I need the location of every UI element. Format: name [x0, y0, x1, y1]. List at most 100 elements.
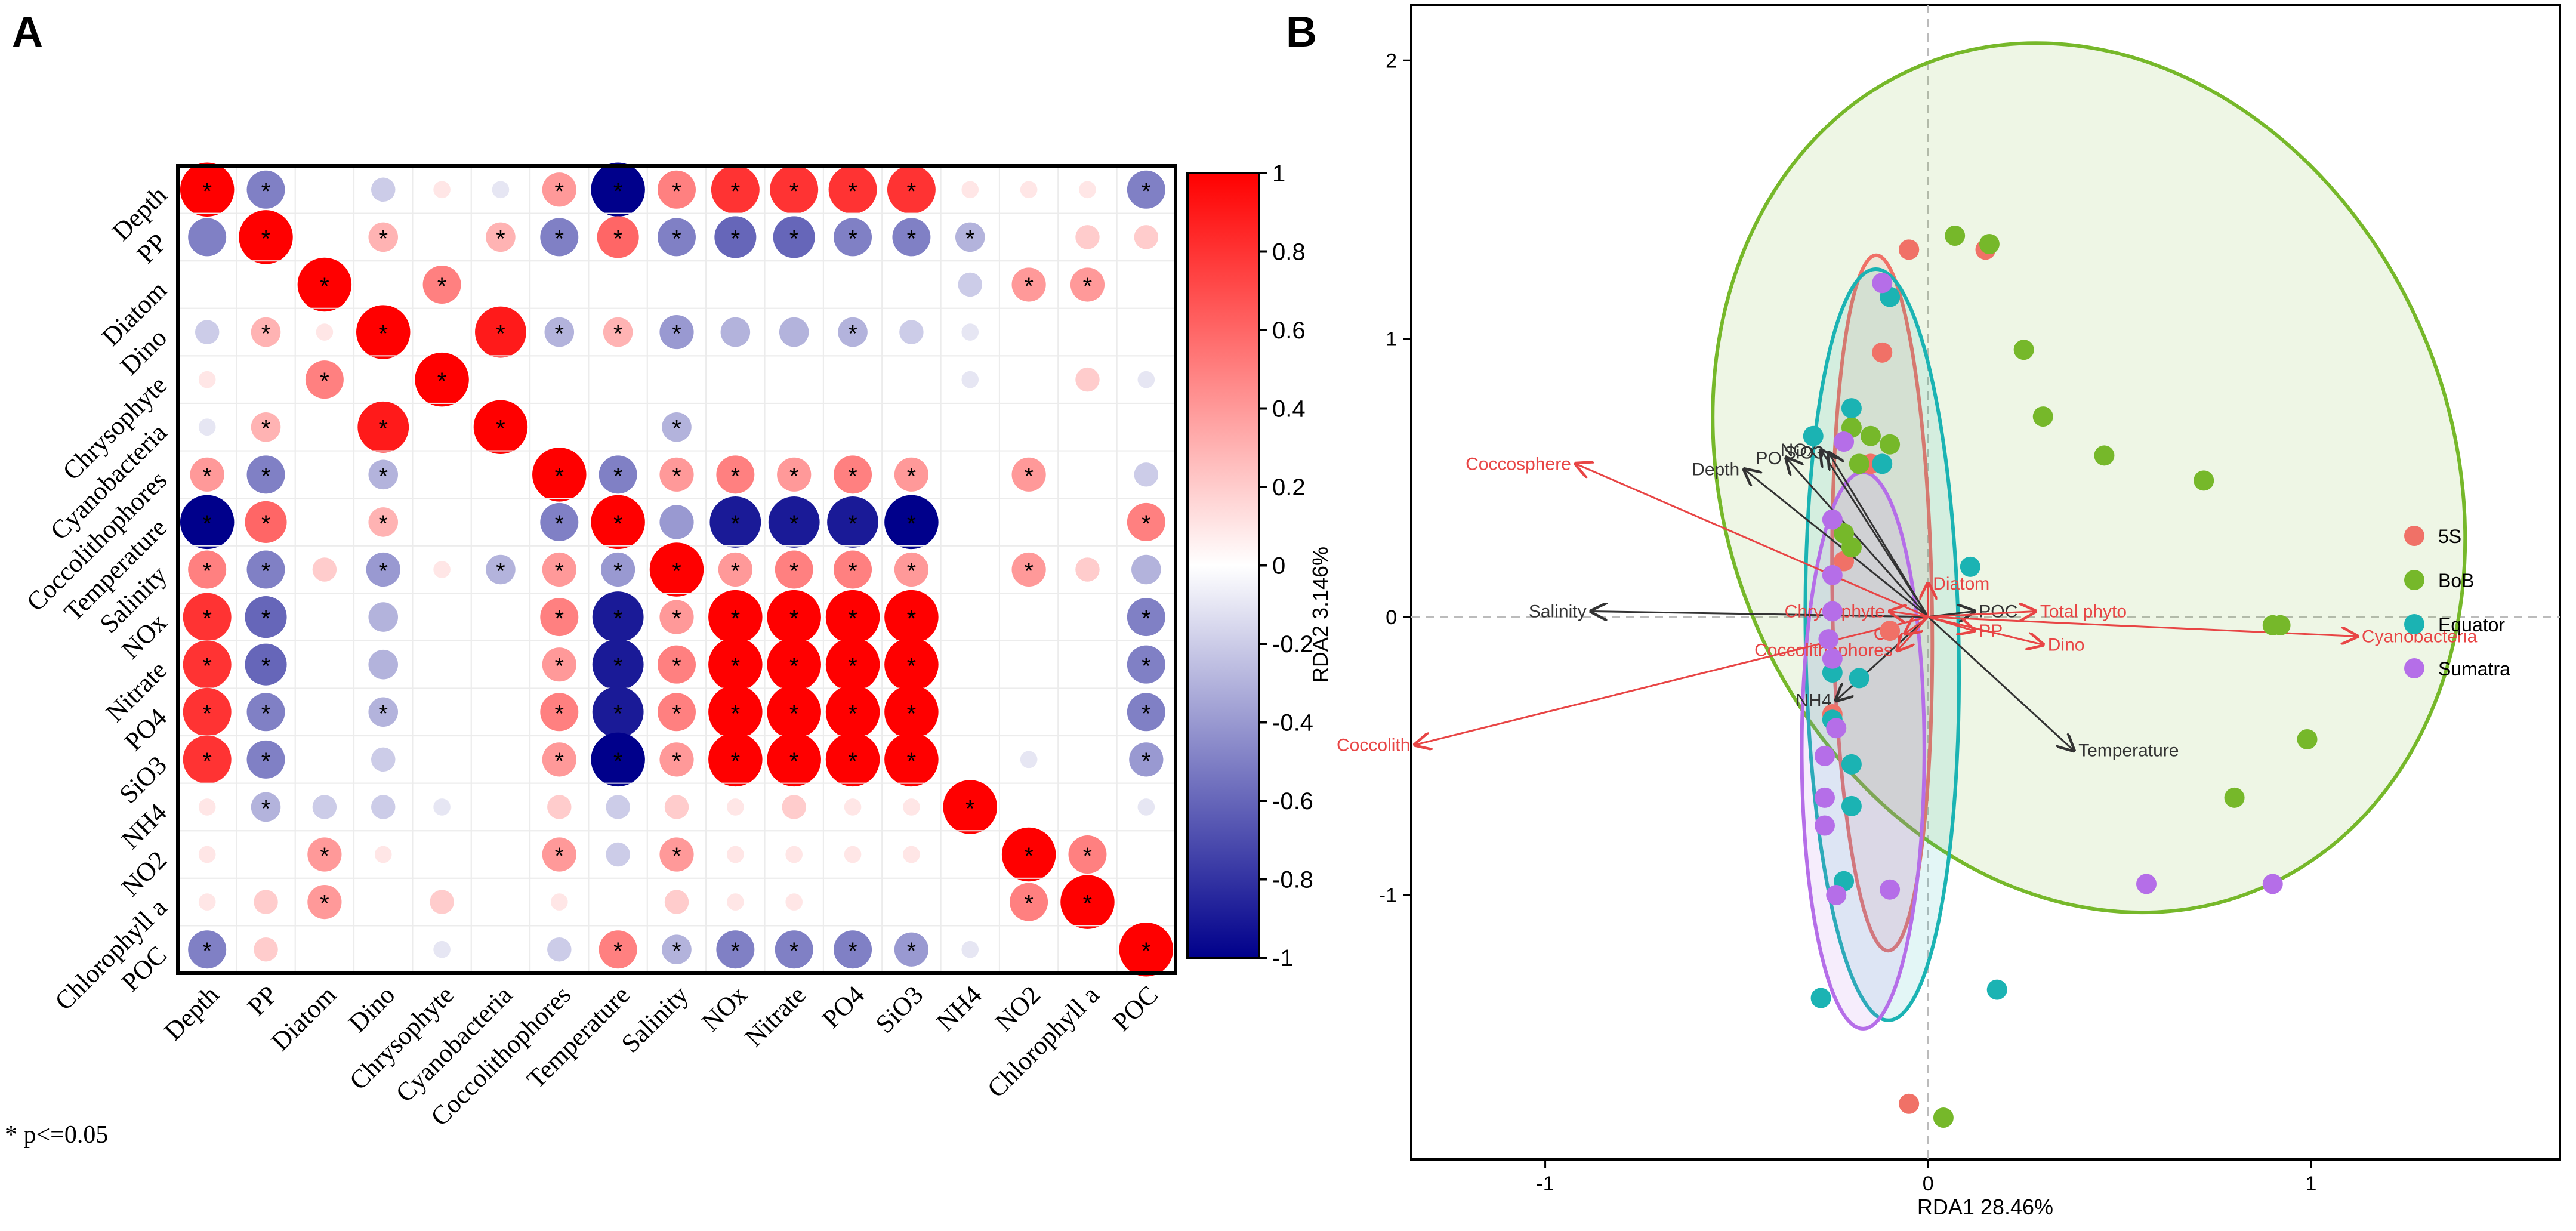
significance-star: * [496, 416, 505, 442]
correlation-circle [1127, 170, 1165, 209]
sample-point [1822, 601, 1843, 622]
colorbar-tick-label: 1 [1272, 161, 1285, 187]
correlation-circle [433, 940, 451, 958]
sample-point [1849, 668, 1869, 689]
correlation-circle [658, 693, 696, 732]
correlation-circle [825, 590, 880, 644]
heatmap-row-label: SiO3 [113, 750, 172, 809]
correlation-circle [496, 851, 504, 859]
correlation-circle [312, 795, 337, 819]
correlation-circle [438, 233, 446, 241]
correlation-circle [908, 423, 915, 431]
correlation-circle [649, 542, 704, 597]
significance-star: * [731, 748, 741, 775]
significance-star: * [613, 748, 623, 775]
sample-point [1841, 754, 1862, 775]
correlation-circle [903, 846, 920, 863]
significance-star: * [1083, 891, 1093, 917]
sample-point [1945, 226, 1966, 246]
correlation-circle [908, 376, 915, 384]
correlation-circle [599, 455, 637, 494]
correlation-circle [183, 687, 232, 736]
correlation-circle [1084, 661, 1091, 668]
significance-star: * [378, 463, 388, 489]
significance-star: * [613, 226, 623, 252]
correlation-circle [1025, 423, 1033, 431]
significance-star: * [320, 273, 329, 300]
significance-star: * [789, 606, 799, 632]
correlation-circle [884, 590, 939, 644]
correlation-circle [251, 317, 281, 347]
correlation-circle [496, 376, 504, 384]
correlation-circle [1010, 883, 1048, 921]
sample-point [1815, 745, 1835, 766]
significance-star: * [613, 938, 623, 964]
correlation-circle [438, 613, 446, 621]
correlation-circle [356, 305, 411, 359]
significance-star: * [848, 178, 857, 205]
correlation-circle [246, 170, 285, 209]
correlation-circle [599, 930, 637, 969]
significance-star: * [789, 938, 799, 964]
correlation-circle [828, 165, 877, 214]
correlation-circle [732, 280, 739, 288]
correlation-circle [374, 846, 392, 863]
correlation-circle [433, 561, 451, 578]
sample-point [2297, 729, 2318, 749]
significance-star: * [613, 321, 623, 347]
correlation-circle [320, 471, 328, 479]
correlation-circle [438, 755, 446, 763]
sample-point [1899, 239, 1920, 260]
significance-star: * [261, 701, 271, 727]
correlation-circle [768, 496, 820, 548]
colorbar-tick-label: -0.8 [1272, 867, 1313, 893]
environment-arrow [1828, 453, 1929, 618]
sample-point [1822, 662, 1843, 683]
correlation-circle [775, 930, 813, 969]
environment-arrow-label: PO [1756, 449, 1781, 468]
correlation-circle [659, 742, 694, 777]
significance-star: * [261, 463, 271, 489]
significance-star: * [261, 178, 271, 205]
correlation-circle [727, 798, 744, 816]
legend-label: Equator [2438, 614, 2505, 635]
correlation-circle [556, 280, 563, 288]
legend-label: 5S [2438, 526, 2461, 547]
significance-footnote: * p<=0.05 [5, 1121, 108, 1149]
heatmap-row-labels: DepthPPDiatomDinoChrysophyteCyanobacteri… [21, 180, 172, 1016]
correlation-circle [966, 898, 974, 906]
correlation-circle [542, 552, 576, 587]
heatmap-col-label: POC [1107, 980, 1164, 1036]
correlation-circle [438, 471, 446, 479]
sample-point [1841, 795, 1862, 816]
correlation-circle [556, 376, 563, 384]
rda-axes: -1 0 1 -1 0 1 2 [1379, 50, 2317, 1195]
correlation-circle [961, 181, 979, 199]
species-arrow-label: Total phyto [2040, 601, 2127, 621]
correlation-circle [894, 552, 929, 587]
correlation-circle [1142, 280, 1150, 288]
sample-point [1986, 979, 2007, 1000]
correlation-circle [190, 457, 224, 492]
correlation-circle [380, 376, 387, 384]
significance-star: * [848, 606, 857, 632]
sample-point [1826, 718, 1847, 739]
species-arrow [1928, 611, 2035, 616]
correlation-circle [297, 257, 352, 312]
correlation-circle [849, 423, 857, 431]
rda-plot-frame [1410, 4, 2561, 1161]
significance-star: * [789, 653, 799, 680]
correlation-circle [673, 280, 680, 288]
legend-swatch [2404, 614, 2424, 634]
significance-star: * [613, 463, 623, 489]
significance-star: * [555, 321, 564, 347]
correlation-circle [1137, 371, 1155, 388]
correlation-circle [198, 371, 216, 388]
correlation-circle [486, 222, 516, 252]
correlation-circle [246, 693, 285, 732]
colorbar-tick-label: 0.4 [1272, 396, 1306, 422]
correlation-circle [496, 755, 504, 763]
significance-star: * [613, 701, 623, 727]
sample-point [2262, 874, 2283, 894]
